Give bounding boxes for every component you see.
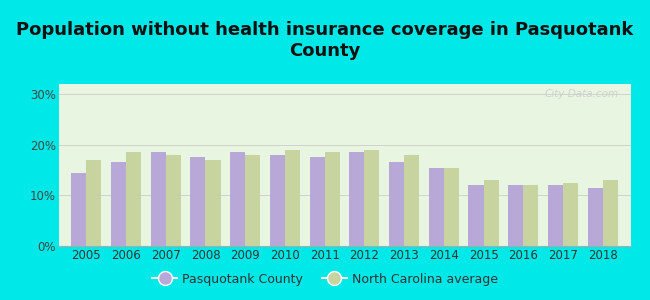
Bar: [603, 180, 618, 246]
Bar: [523, 185, 538, 246]
Bar: [508, 185, 523, 246]
Text: City-Data.com: City-Data.com: [545, 89, 619, 99]
Bar: [190, 158, 205, 246]
Bar: [349, 152, 365, 246]
Bar: [126, 152, 141, 246]
Bar: [72, 172, 86, 246]
Bar: [245, 155, 260, 246]
Bar: [166, 155, 181, 246]
Bar: [86, 160, 101, 246]
Bar: [404, 155, 419, 246]
Bar: [151, 152, 166, 246]
Bar: [389, 163, 404, 246]
Bar: [205, 160, 220, 246]
Bar: [484, 180, 499, 246]
Bar: [270, 155, 285, 246]
Bar: [365, 150, 380, 246]
Bar: [548, 185, 563, 246]
Bar: [111, 163, 126, 246]
Bar: [469, 185, 484, 246]
Text: Population without health insurance coverage in Pasquotank
County: Population without health insurance cove…: [16, 21, 634, 60]
Bar: [324, 152, 340, 246]
Legend: Pasquotank County, North Carolina average: Pasquotank County, North Carolina averag…: [147, 268, 503, 291]
Bar: [309, 158, 324, 246]
Bar: [230, 152, 245, 246]
Bar: [285, 150, 300, 246]
Bar: [588, 188, 603, 246]
Bar: [444, 167, 459, 246]
Bar: [429, 167, 444, 246]
Bar: [563, 183, 578, 246]
